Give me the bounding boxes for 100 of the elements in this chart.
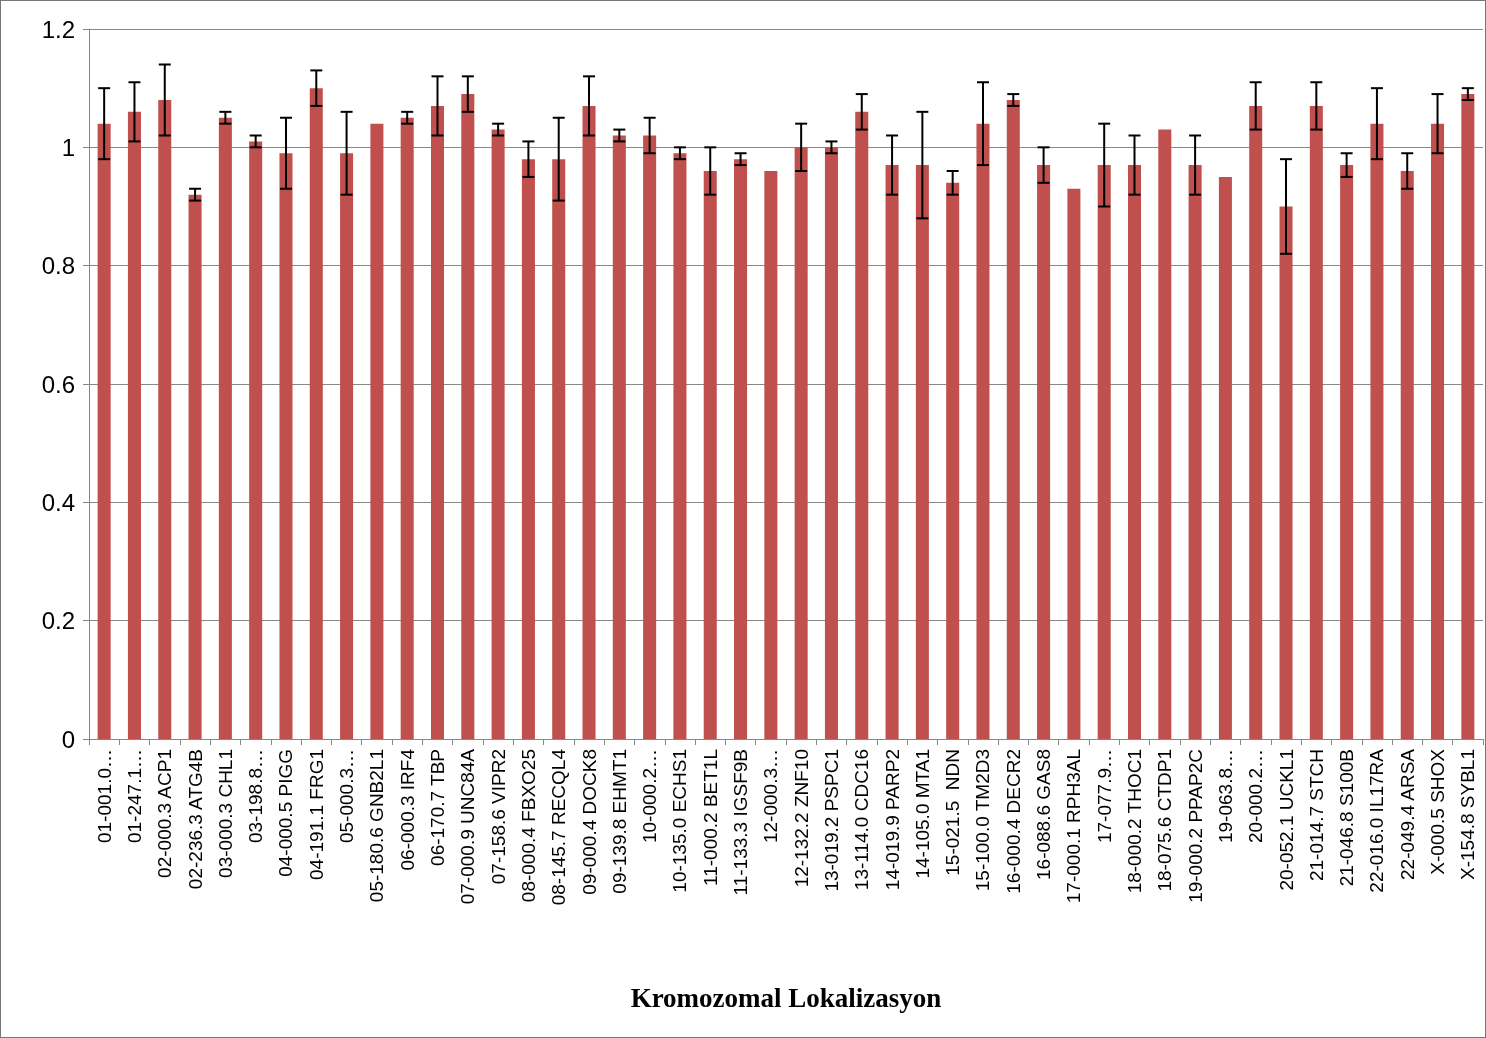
bar bbox=[703, 171, 717, 739]
x-tick-label: 03-198.8… bbox=[245, 749, 267, 844]
y-tick-label: 0 bbox=[61, 725, 75, 753]
x-tick-label: 13-114.0 CDC16 bbox=[851, 749, 873, 891]
bar bbox=[794, 147, 808, 739]
bar bbox=[340, 153, 354, 739]
bar bbox=[1097, 165, 1111, 739]
bar bbox=[188, 194, 202, 739]
x-tick-label: 15-021.5 NDN bbox=[942, 749, 964, 876]
bar bbox=[855, 111, 869, 739]
x-tick-label: 07-158.6 VIPR2 bbox=[487, 749, 509, 885]
bar bbox=[1218, 176, 1232, 739]
x-tick-label: 21-014.7 STCH bbox=[1305, 749, 1327, 882]
x-tick-label: 05-180.6 GNB2L1 bbox=[366, 749, 388, 903]
x-tick-label: 01-247.1… bbox=[123, 749, 145, 844]
y-tick-label: 0.8 bbox=[41, 252, 75, 280]
bar bbox=[400, 117, 414, 739]
x-tick-label: 11-000.2 BET1L bbox=[699, 749, 721, 886]
x-tick-label: 03-000.3 CHL1 bbox=[214, 749, 236, 878]
bar bbox=[491, 129, 505, 739]
bar bbox=[1279, 206, 1293, 739]
bar bbox=[158, 100, 172, 739]
y-tick-label: 0.2 bbox=[41, 607, 75, 635]
x-tick-label: 16-088.6 GAS8 bbox=[1033, 749, 1055, 880]
x-tick-label: 04-000.5 PIGG bbox=[275, 749, 297, 877]
bar bbox=[218, 117, 232, 739]
x-tick-label: 16-000.4 DECR2 bbox=[1002, 749, 1024, 894]
x-tick-label: 20-000.2… bbox=[1245, 749, 1267, 844]
bar bbox=[1461, 94, 1475, 739]
bar bbox=[127, 111, 141, 739]
x-tick-label: X-000.5 SHOX bbox=[1427, 748, 1449, 875]
bar bbox=[915, 165, 929, 739]
bar bbox=[97, 123, 111, 739]
bar bbox=[430, 105, 445, 739]
bar bbox=[1006, 100, 1020, 739]
x-axis-title: Kromozomal Lokalizasyon bbox=[630, 982, 942, 1013]
bar bbox=[1340, 165, 1354, 739]
bar bbox=[643, 135, 657, 739]
x-tick-label: 08-000.4 FBXO25 bbox=[517, 749, 539, 903]
y-tick-label: 0.6 bbox=[41, 370, 75, 398]
x-tick-label: 10-135.0 ECHS1 bbox=[669, 749, 691, 893]
x-tick-label: 19-063.8… bbox=[1214, 749, 1236, 844]
bar bbox=[673, 153, 687, 739]
x-tick-label: 04-191.1 FRG1 bbox=[305, 749, 327, 880]
x-tick-label: 09-139.8 EHMT1 bbox=[608, 749, 630, 894]
y-tick-label: 0.4 bbox=[41, 488, 75, 516]
x-tick-label: 02-236.3 ATG4B bbox=[184, 749, 206, 890]
x-tick-label: 11-133.3 IGSF9B bbox=[730, 749, 752, 896]
x-tick-label: 17-077.9… bbox=[1093, 749, 1115, 844]
x-tick-label: 15-100.0 TM2D3 bbox=[972, 749, 994, 892]
bar bbox=[582, 105, 596, 739]
x-tick-label: 21-046.8 S100B bbox=[1336, 749, 1358, 887]
x-tick-label: 06-170.7 TBP bbox=[427, 749, 448, 866]
y-tick-label: 1.2 bbox=[41, 15, 75, 43]
bar bbox=[370, 123, 384, 739]
x-tick-label: 22-016.0 IL17RA bbox=[1366, 748, 1388, 893]
bar bbox=[734, 159, 748, 739]
x-tick-label: 10-000.2… bbox=[639, 749, 661, 844]
bar bbox=[521, 159, 535, 739]
x-tick-label: 02-000.3 ACP1 bbox=[154, 749, 176, 878]
bar bbox=[279, 153, 293, 739]
bar bbox=[552, 159, 566, 739]
x-tick-label: 12-132.2 ZNF10 bbox=[790, 749, 812, 888]
bar bbox=[249, 141, 263, 739]
bar bbox=[1127, 165, 1142, 739]
bar bbox=[885, 165, 899, 739]
x-tick-label: 13-019.2 PSPC1 bbox=[820, 749, 842, 892]
y-tick-label: 1 bbox=[61, 133, 75, 161]
bar bbox=[1037, 165, 1051, 739]
x-tick-label: 07-000.9 UNC84A bbox=[457, 748, 479, 905]
x-tick-label: 20-052.1 UCKL1 bbox=[1275, 749, 1297, 891]
x-tick-label: 19-000.2 PPAP2C bbox=[1184, 749, 1206, 903]
bar bbox=[1249, 105, 1263, 739]
bar bbox=[824, 147, 838, 739]
x-tick-label: 14-019.9 PARP2 bbox=[881, 749, 903, 891]
x-tick-label: 01-001.0… bbox=[93, 749, 115, 844]
bar bbox=[976, 123, 990, 739]
bar bbox=[946, 182, 960, 739]
bar bbox=[461, 94, 475, 739]
bar bbox=[1188, 165, 1202, 739]
x-tick-label: 08-145.7 RECQL4 bbox=[548, 748, 570, 906]
bar bbox=[1431, 123, 1445, 739]
x-tick-label: 14-105.0 MTA1 bbox=[911, 749, 933, 879]
x-tick-label: 05-000.3… bbox=[336, 749, 358, 844]
bar bbox=[309, 88, 323, 739]
x-tick-label: 18-075.6 CTDP1 bbox=[1154, 749, 1176, 892]
x-tick-label: 17-000.1 RPH3AL bbox=[1063, 749, 1085, 904]
x-tick-label: 22-049.4 ARSA bbox=[1396, 748, 1418, 880]
x-tick-label: 06-000.3 IRF4 bbox=[396, 748, 418, 871]
x-tick-label: 18-000.2 THOC1 bbox=[1124, 749, 1145, 894]
bar bbox=[1400, 171, 1414, 739]
bar bbox=[1158, 129, 1172, 739]
bar bbox=[764, 171, 778, 739]
x-tick-label: 09-000.4 DOCK8 bbox=[578, 749, 600, 895]
bar bbox=[1370, 123, 1384, 739]
bar bbox=[1309, 105, 1323, 739]
bar bbox=[612, 135, 626, 739]
x-tick-label: 12-000.3… bbox=[760, 749, 782, 844]
x-tick-label: X-154.8 SYBL1 bbox=[1457, 749, 1479, 880]
bar bbox=[1067, 188, 1081, 739]
